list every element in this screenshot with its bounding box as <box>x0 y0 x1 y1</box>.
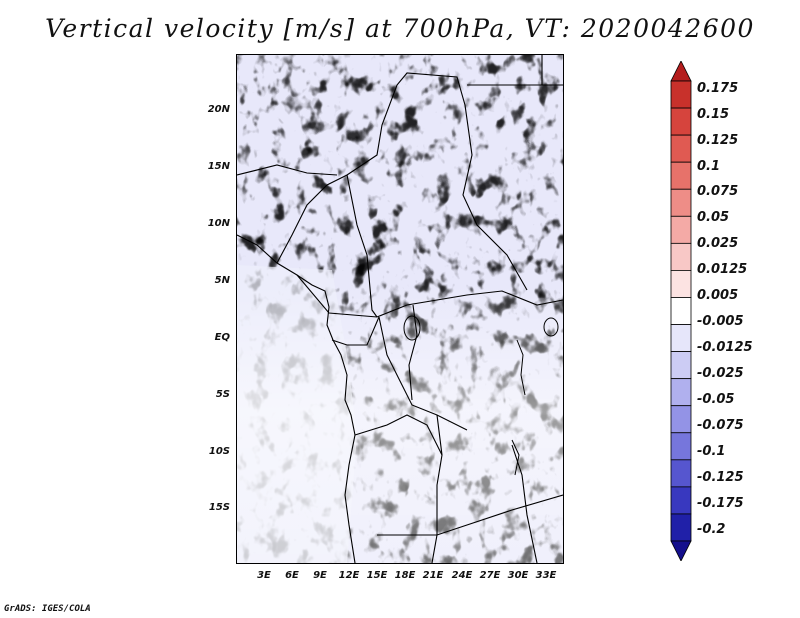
lon-label-24e: 24E <box>451 570 473 581</box>
lon-label-12e: 12E <box>338 570 360 581</box>
lat-label-5s: 5S <box>215 389 230 400</box>
lon-label-9e: 9E <box>313 570 327 581</box>
colorbar-label-10: -0.0125 <box>697 340 753 355</box>
colorbar-bin-17 <box>670 513 692 542</box>
colorbar-label-15: -0.125 <box>697 470 744 485</box>
colorbar-label-9: -0.005 <box>697 314 744 329</box>
colorbar-label-7: 0.0125 <box>697 262 748 277</box>
lon-label-3e: 3E <box>257 570 271 581</box>
colorbar-label-4: 0.075 <box>697 184 739 199</box>
lon-label-18e: 18E <box>394 570 416 581</box>
colorbar-label-16: -0.175 <box>697 496 744 511</box>
colorbar-bin-10 <box>670 324 692 352</box>
colorbar-bin-2 <box>670 107 692 136</box>
colorbar-label-2: 0.125 <box>697 133 739 148</box>
colorbar-bin-8 <box>670 270 692 298</box>
colorbar-bin-13 <box>670 405 692 434</box>
lat-label-15s: 15S <box>208 502 230 513</box>
colorbar-label-1: 0.15 <box>697 107 730 122</box>
lon-label-6e: 6E <box>285 570 299 581</box>
colorbar-bin-7 <box>670 242 692 271</box>
colorbar-bin-9 <box>670 297 692 325</box>
lat-label-15n: 15N <box>207 161 230 172</box>
lat-label-20n: 20N <box>207 104 230 115</box>
colorbar-bin-18 <box>670 540 692 561</box>
colorbar-bin-16 <box>670 486 692 515</box>
lat-label-10n: 10N <box>207 218 230 229</box>
grads-credit: GrADS: IGES/COLA <box>4 604 91 614</box>
colorbar-label-11: -0.025 <box>697 366 744 381</box>
map-panel <box>236 54 564 564</box>
colorbar-bin-14 <box>670 432 692 461</box>
colorbar-bin-1 <box>670 80 692 109</box>
colorbar-label-13: -0.075 <box>697 418 744 433</box>
colorbar-bin-5 <box>670 188 692 217</box>
lon-label-15e: 15E <box>366 570 388 581</box>
colorbar-label-8: 0.005 <box>697 288 739 303</box>
colorbar-bin-0 <box>670 61 692 82</box>
lat-label-10s: 10S <box>208 446 230 457</box>
lon-label-27e: 27E <box>479 570 501 581</box>
colorbar-bin-11 <box>670 351 692 380</box>
colorbar-label-14: -0.1 <box>697 444 726 459</box>
colorbar-bin-6 <box>670 215 692 244</box>
colorbar-label-12: -0.05 <box>697 392 735 407</box>
colorbar-label-6: 0.025 <box>697 236 739 251</box>
chart-title: Vertical velocity [m/s] at 700hPa, VT: 2… <box>45 14 755 43</box>
colorbar-label-0: 0.175 <box>697 81 739 96</box>
lon-label-33e: 33E <box>535 570 557 581</box>
colorbar-bin-3 <box>670 134 692 163</box>
colorbar-bin-15 <box>670 459 692 488</box>
colorbar-label-5: 0.05 <box>697 210 730 225</box>
lat-label-eq: EQ <box>214 332 230 343</box>
colorbar-label-3: 0.1 <box>697 159 721 174</box>
lon-label-30e: 30E <box>507 570 529 581</box>
colorbar-bin-4 <box>670 161 692 190</box>
lon-label-21e: 21E <box>422 570 444 581</box>
colorbar-label-17: -0.2 <box>697 522 726 537</box>
colorbar <box>670 61 692 561</box>
lat-label-5n: 5N <box>214 275 230 286</box>
colorbar-bin-12 <box>670 378 692 407</box>
vertical-velocity-field <box>237 55 563 563</box>
